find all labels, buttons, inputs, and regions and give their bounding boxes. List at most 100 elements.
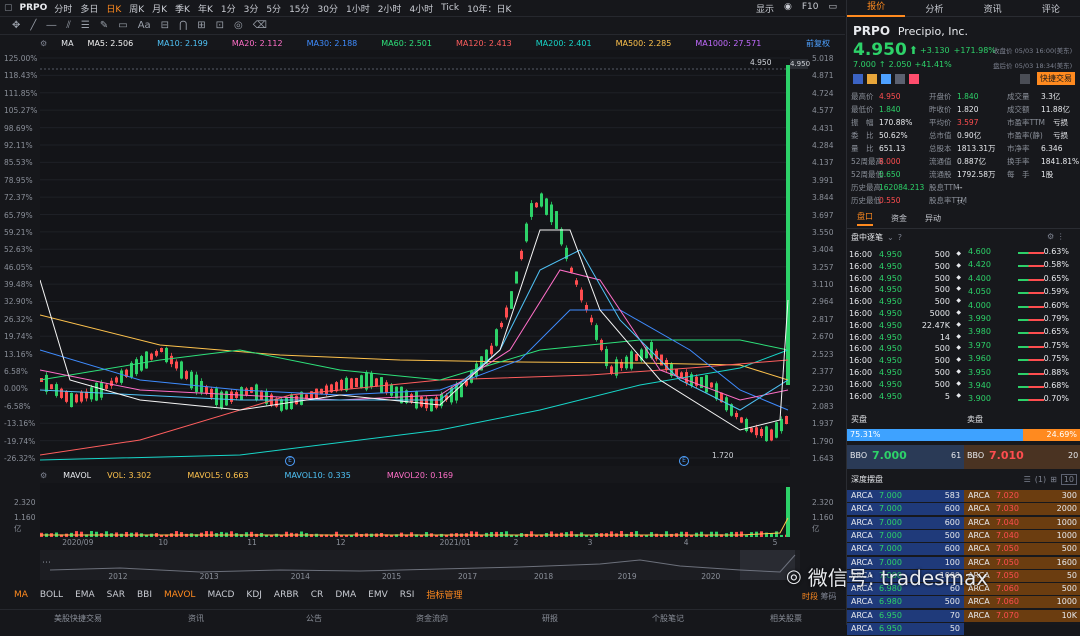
measure-tool-icon[interactable]: ⊟ — [160, 20, 170, 31]
period-tab[interactable]: 1分 — [220, 4, 236, 15]
nav-announcements[interactable]: 公告 — [306, 614, 322, 623]
margin-icon[interactable] — [895, 74, 905, 84]
chip-tab[interactable]: 筹码 — [820, 592, 837, 601]
period-tab[interactable]: 4小时 — [409, 4, 434, 15]
ma-label[interactable]: MA — [61, 38, 74, 48]
period-tab[interactable]: 时段 — [802, 592, 818, 601]
lock-icon[interactable]: ⊡ — [215, 20, 225, 31]
hline-tool-icon[interactable]: ― — [46, 20, 57, 31]
indicator-tab[interactable]: EMA — [75, 589, 95, 600]
collapse-icon[interactable]: ︿ — [957, 197, 965, 206]
tab-quote[interactable]: 报价 — [847, 0, 906, 17]
nav-notes[interactable]: 个股笔记 — [652, 614, 684, 623]
settings-icon[interactable]: ⚙ — [40, 470, 48, 480]
tab-moves[interactable]: 异动 — [925, 214, 941, 223]
text-tool-icon[interactable]: Aa — [137, 20, 151, 31]
grid-icon[interactable]: ⊞ — [1050, 475, 1057, 484]
help-icon[interactable]: ? — [897, 233, 902, 242]
period-tab[interactable]: 分时 — [54, 4, 73, 15]
tab-capital[interactable]: 资金 — [891, 214, 907, 223]
nav-news[interactable]: 资讯 — [188, 614, 204, 623]
period-tab[interactable]: 年K — [197, 4, 213, 15]
nav-research[interactable]: 研报 — [542, 614, 558, 623]
candle-body — [250, 387, 253, 393]
bbo-ask[interactable]: BBO 7.010 20 — [964, 445, 1080, 469]
display-menu[interactable]: 显示 — [755, 4, 774, 15]
rect-tool-icon[interactable]: ▭ — [118, 20, 128, 31]
magnet-icon[interactable]: ⋂ — [179, 20, 188, 31]
heart-icon[interactable] — [909, 74, 919, 84]
eye-icon[interactable]: ◎ — [234, 20, 243, 31]
indicator-tab[interactable]: MACD — [207, 589, 235, 600]
period-tab[interactable]: 日K — [106, 4, 122, 15]
indicator-tab[interactable]: BOLL — [39, 589, 64, 600]
period-tab[interactable]: 1小时 — [345, 4, 370, 15]
short-icon[interactable] — [881, 74, 891, 84]
earnings-marker-icon[interactable]: E — [679, 456, 689, 466]
line-tool-icon[interactable]: ╱ — [30, 20, 37, 31]
earnings-marker-icon[interactable]: E — [285, 456, 295, 466]
tab-news[interactable]: 资讯 — [983, 4, 1002, 15]
options-icon[interactable] — [867, 74, 877, 84]
indicator-tab[interactable]: SAR — [106, 589, 125, 600]
nav-quick-trade[interactable]: 美股快捷交易 — [54, 614, 102, 623]
nav-related[interactable]: 相关股票 — [770, 614, 802, 623]
indicator-tab[interactable]: DMA — [335, 589, 357, 600]
tab-comments[interactable]: 评论 — [1041, 4, 1060, 15]
scroll-left-icon[interactable]: ⋯ — [42, 558, 51, 568]
ruler-icon[interactable]: ⊞ — [197, 20, 206, 31]
pen-tool-icon[interactable]: ✎ — [99, 20, 109, 31]
period-tab[interactable]: 10年：日K — [467, 4, 512, 15]
menu-icon[interactable] — [1020, 74, 1030, 84]
crosshair-icon[interactable]: ✥ — [12, 20, 21, 31]
ticker-label[interactable]: PRPO — [19, 3, 48, 13]
period-tab[interactable]: 2小时 — [377, 4, 402, 15]
tab-analysis[interactable]: 分析 — [925, 4, 944, 15]
period-tab[interactable]: 周K — [129, 4, 145, 15]
indicator-tab[interactable]: BBI — [136, 589, 152, 600]
period-tab[interactable]: 5分 — [266, 4, 282, 15]
period-tab[interactable]: 3分 — [243, 4, 259, 15]
chevron-down-icon[interactable]: ⌄ — [887, 233, 894, 242]
nav-capital-flow[interactable]: 资金流向 — [416, 614, 448, 623]
bbo-bid[interactable]: BBO 7.000 61 — [847, 445, 964, 469]
volume-chart[interactable] — [40, 483, 790, 537]
f10-button[interactable]: F10 — [801, 1, 819, 12]
list-icon[interactable]: ☰ — [1023, 475, 1031, 484]
trash-icon[interactable]: ⌫ — [252, 20, 267, 31]
overview-window[interactable] — [740, 550, 795, 580]
channel-tool-icon[interactable]: ⫽ — [66, 20, 71, 31]
settings-icon[interactable]: ⚙ — [40, 38, 48, 48]
period-tab[interactable]: 多日 — [80, 4, 99, 15]
indicator-tab[interactable]: 指标管理 — [426, 591, 463, 601]
depth-levels-button[interactable]: 10 — [1060, 474, 1077, 485]
indicator-tab[interactable]: ARBR — [273, 589, 299, 600]
trades-label[interactable]: 盘中逐笔 — [851, 233, 883, 242]
indicator-tab[interactable]: MA — [14, 589, 28, 600]
quick-trade-button[interactable]: 快捷交易 — [1037, 72, 1075, 85]
period-tab[interactable]: 季K — [175, 4, 190, 15]
fib-tool-icon[interactable]: ☰ — [80, 20, 90, 31]
overview-navigator[interactable]: ⋯ — [40, 550, 800, 580]
camera-icon[interactable]: ◉ — [783, 1, 792, 12]
mavol-label[interactable]: MAVOL — [63, 470, 92, 480]
restore-label[interactable]: 前复权 — [806, 38, 830, 48]
ask-depth-list[interactable]: ARCA 7.020 300 ARCA 7.030 2000 ARCA 7.040 1000 AR… — [964, 490, 1080, 625]
tab-orderbook[interactable]: 盘口 — [857, 211, 873, 226]
indicator-tab[interactable]: RSI — [399, 589, 415, 600]
period-tab[interactable]: Tick — [441, 3, 460, 13]
indicator-tab[interactable]: CR — [310, 589, 324, 600]
volume-bar — [705, 534, 708, 537]
period-tab[interactable]: 月K — [152, 4, 168, 15]
layout-icon[interactable]: ▭ — [828, 1, 837, 12]
period-tab[interactable]: 30分 — [317, 4, 338, 15]
trades-list[interactable]: 16:00 4.950 500 ◆ 16:00 4.950 500 ◆ 16:00 4.950 50… — [847, 250, 964, 412]
panel-toggle-icon[interactable]: ▢ — [4, 3, 13, 13]
indicator-tab[interactable]: EMV — [368, 589, 388, 600]
candlestick-chart[interactable]: 4.950 1.720 E E — [39, 50, 790, 466]
period-tab[interactable]: 15分 — [289, 4, 310, 15]
settings-icon[interactable]: ⚙ ⋮ — [1047, 232, 1065, 241]
bid-depth-list[interactable]: ARCA 7.000 583 ARCA 7.000 600 ARCA 7.000 600 ARCA… — [847, 490, 964, 636]
indicator-tab[interactable]: KDJ — [246, 589, 262, 600]
indicator-tab[interactable]: MAVOL — [163, 589, 196, 600]
